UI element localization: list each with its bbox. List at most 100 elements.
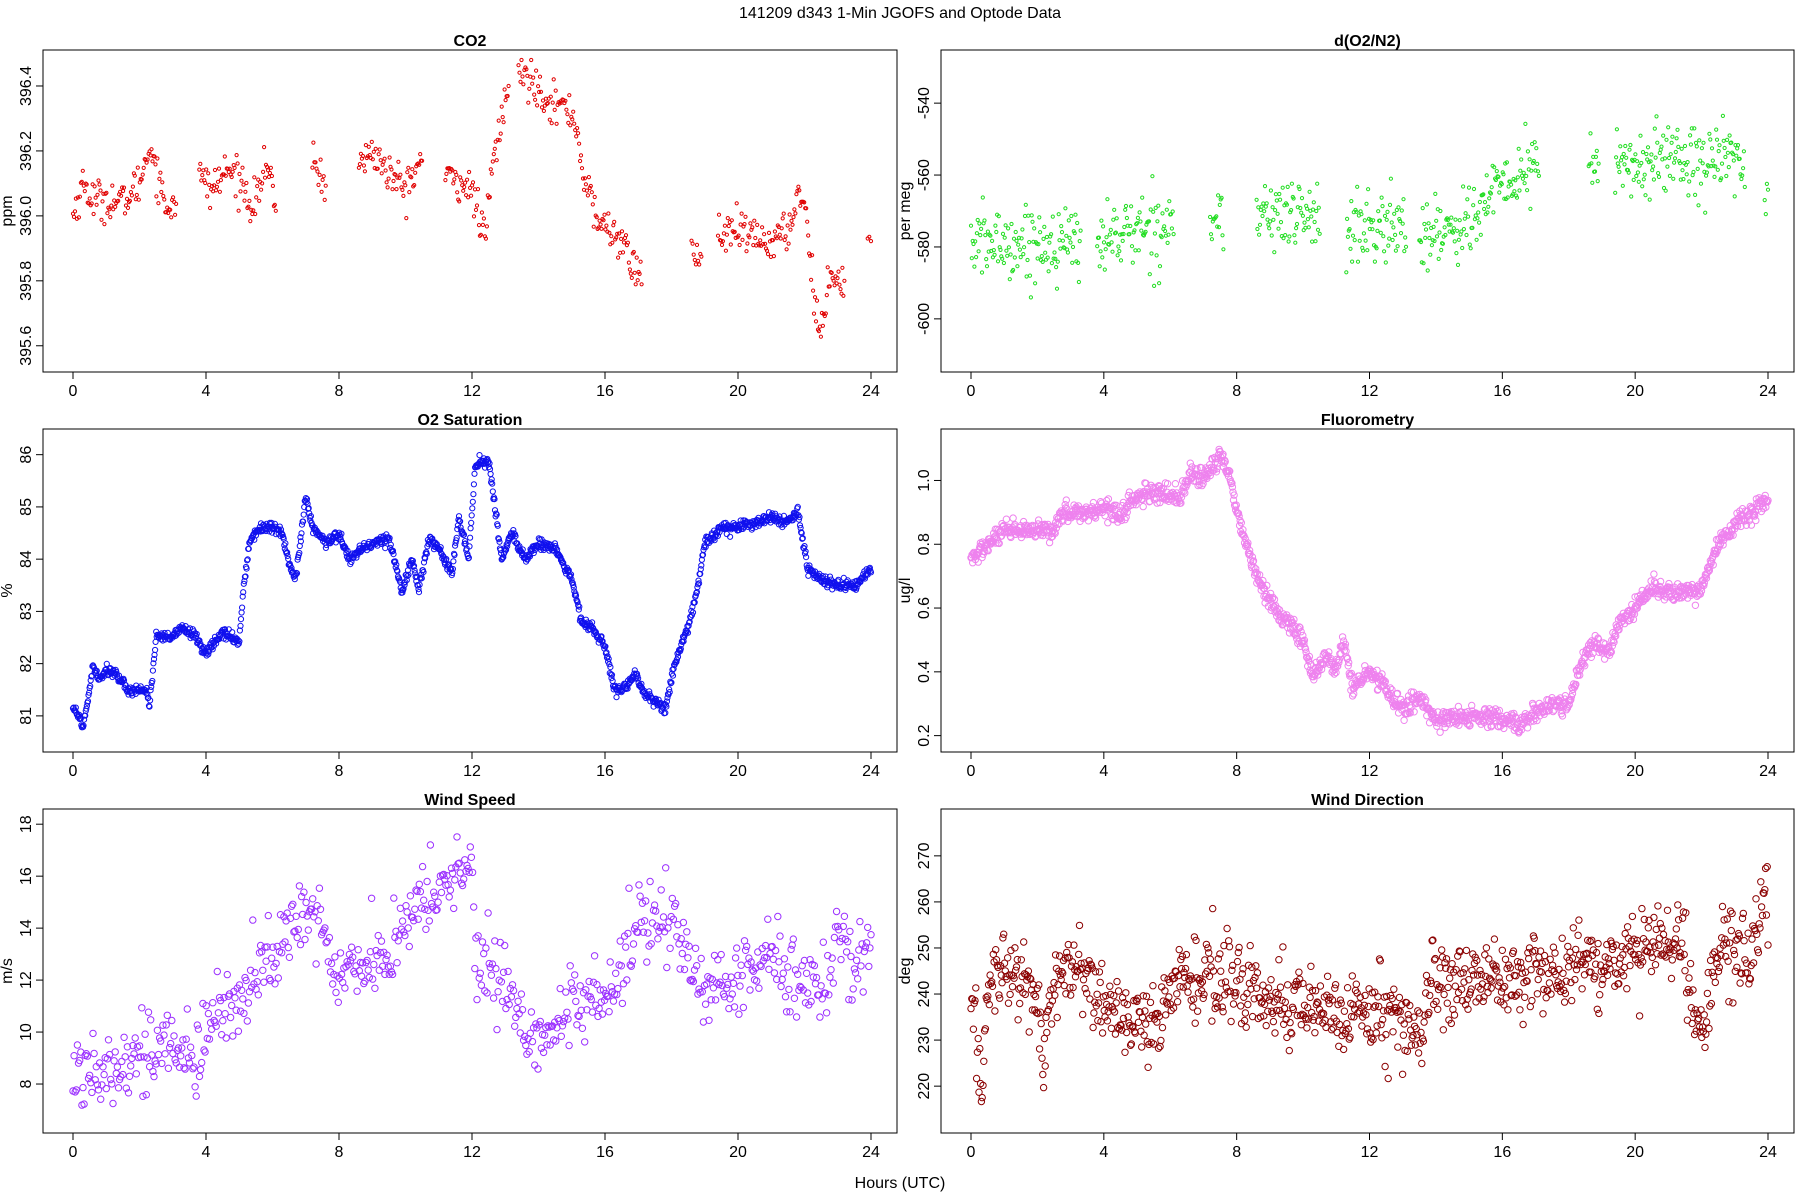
do2n2-point <box>1398 231 1404 236</box>
do2n2-point <box>978 233 983 238</box>
co2-point <box>395 175 400 180</box>
do2n2-point <box>1372 259 1378 264</box>
do2n2-point <box>1709 146 1715 151</box>
co2-point <box>614 235 619 240</box>
wind-speed-point <box>691 944 700 952</box>
do2n2-point <box>1049 232 1054 237</box>
do2n2-point <box>1354 209 1359 214</box>
wind-speed-point <box>182 1035 190 1043</box>
wind-speed-point <box>645 942 653 950</box>
fluorometry-point <box>1347 669 1356 678</box>
co2-point <box>125 205 131 210</box>
do2n2-point <box>1160 211 1165 216</box>
wind-speed-point <box>289 900 297 908</box>
do2n2-point <box>1070 244 1076 250</box>
wind-speed-point <box>605 1008 613 1016</box>
o2-saturation-point <box>454 526 461 533</box>
co2-point <box>223 173 228 178</box>
do2n2-point <box>1155 219 1160 224</box>
do2n2-point <box>1291 196 1296 201</box>
co2-point <box>410 167 415 172</box>
o2-saturation-point <box>147 697 154 704</box>
co2-point <box>413 170 418 175</box>
co2-point <box>610 240 615 245</box>
do2n2-point <box>1063 206 1068 211</box>
o2-saturation-point <box>423 550 430 558</box>
fluorometry-point <box>1275 606 1284 614</box>
fluorometry-point <box>1523 724 1532 732</box>
wind-speed-point <box>393 959 401 967</box>
do2n2-point <box>1706 164 1711 169</box>
wind-speed-point <box>745 954 753 962</box>
do2n2-point <box>1497 190 1502 195</box>
do2n2-point <box>1035 256 1040 261</box>
wind-speed-point <box>754 948 762 956</box>
co2-point <box>770 238 776 243</box>
fluorometry-y-tick-label: 0.8 <box>916 533 933 555</box>
wind-speed-point <box>727 973 735 981</box>
co2-point <box>699 254 704 259</box>
co2-point <box>694 242 700 247</box>
wind-speed-point <box>693 962 701 970</box>
co2-point <box>623 233 629 238</box>
wind-speed-point <box>832 907 841 916</box>
wind-speed-point <box>760 954 769 962</box>
do2n2-point <box>1100 255 1105 260</box>
do2n2-point <box>1594 148 1599 153</box>
fluorometry-point <box>1733 522 1742 530</box>
o2-saturation-point <box>399 589 406 596</box>
o2-saturation-point <box>826 573 834 580</box>
o2-saturation-point <box>493 511 500 518</box>
do2n2-point <box>1719 161 1725 166</box>
do2n2-point <box>1489 185 1494 190</box>
do2n2-point <box>1144 222 1149 227</box>
do2n2-point <box>1049 261 1055 266</box>
co2-point <box>716 212 722 217</box>
do2n2-point <box>1141 233 1147 238</box>
do2n2-point <box>1446 222 1451 227</box>
do2n2-point <box>1429 243 1435 248</box>
do2n2-point <box>1715 167 1720 172</box>
co2-point <box>454 172 459 177</box>
o2-saturation-point <box>401 581 408 589</box>
co2-point <box>72 209 78 214</box>
fluorometry-point <box>1300 636 1309 644</box>
fluorometry-point <box>1373 666 1381 674</box>
do2n2-point <box>1286 239 1291 244</box>
o2-saturation-point <box>835 576 842 583</box>
co2-point <box>738 222 743 227</box>
o2-saturation-point <box>209 646 216 653</box>
do2n2-point <box>1038 230 1043 235</box>
o2-saturation-point <box>536 536 544 543</box>
do2n2-point <box>1689 126 1694 131</box>
do2n2-point <box>1629 194 1634 199</box>
fluorometry-point <box>1575 667 1583 675</box>
co2-point <box>487 195 492 200</box>
co2-point <box>247 198 252 203</box>
wind-speed-point <box>771 946 780 955</box>
co2-point <box>788 227 793 232</box>
do2n2-point <box>1535 161 1540 166</box>
co2-point <box>774 236 779 241</box>
fluorometry-point <box>1388 686 1396 694</box>
co2-point <box>564 107 569 112</box>
co2-point <box>377 147 382 152</box>
wind-speed-point <box>730 1003 739 1011</box>
o2-saturation-point <box>685 622 692 630</box>
do2n2-point <box>1717 143 1722 148</box>
wind-speed-point <box>80 1100 88 1108</box>
wind-speed-point <box>556 984 564 993</box>
co2-point <box>102 222 107 227</box>
fluorometry-point <box>1742 516 1750 525</box>
wind-speed-point <box>290 928 298 936</box>
wind-speed-point <box>736 982 744 990</box>
fluorometry-point <box>1468 701 1476 710</box>
co2-point <box>121 188 126 194</box>
co2-point <box>521 82 526 87</box>
wind-speed-point <box>502 1004 510 1013</box>
co2-point <box>200 173 205 178</box>
do2n2-point <box>1054 286 1060 291</box>
do2n2-point <box>1217 202 1222 207</box>
do2n2-point <box>1154 253 1159 258</box>
co2-point <box>804 206 809 211</box>
